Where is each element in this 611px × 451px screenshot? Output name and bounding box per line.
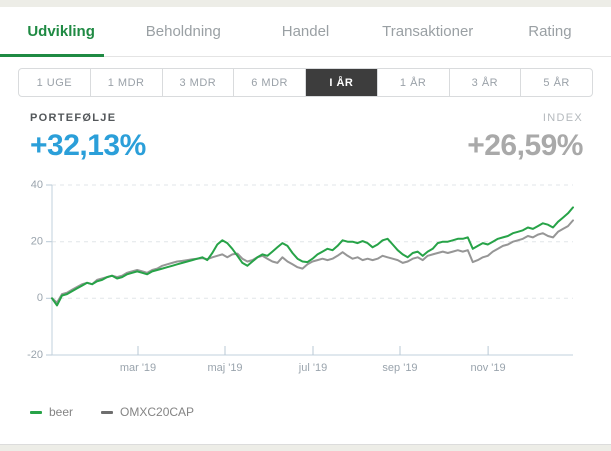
series-line-omxc20cap bbox=[51, 219, 574, 304]
y-tick-label: 40 bbox=[31, 179, 43, 191]
range-button-i-år[interactable]: I ÅR bbox=[305, 69, 377, 96]
legend-dash-icon bbox=[30, 410, 42, 414]
performance-summary: PORTEFØLJE +32,13% INDEX +26,59% bbox=[0, 97, 611, 163]
range-button-6-mdr[interactable]: 6 MDR bbox=[233, 69, 305, 96]
tab-beholdning[interactable]: Beholdning bbox=[145, 23, 221, 40]
range-button-3-mdr[interactable]: 3 MDR bbox=[161, 69, 234, 96]
portfolio-label: PORTEFØLJE bbox=[30, 112, 117, 124]
range-button-1-år[interactable]: 1 ÅR bbox=[376, 69, 449, 96]
y-tick-label: 20 bbox=[31, 236, 43, 248]
tab-handel[interactable]: Handel bbox=[281, 23, 330, 40]
range-button-3-år[interactable]: 3 ÅR bbox=[448, 69, 521, 96]
legend-item-beer: beer bbox=[30, 405, 73, 419]
portfolio-return-value: +32,13% bbox=[30, 129, 146, 162]
range-selector: 1 UGE 1 MDR 3 MDR 6 MDR I ÅR 1 ÅR 3 ÅR 5 ÅR bbox=[18, 68, 593, 97]
tab-bar: Udvikling Beholdning Handel Transaktioner Ra… bbox=[0, 7, 611, 57]
index-return-value: +26,59% bbox=[467, 129, 583, 162]
page-bottom-edge bbox=[0, 444, 611, 451]
x-tick-label: sep '19 bbox=[382, 362, 417, 374]
y-tick-label: 0 bbox=[37, 292, 43, 304]
range-button-1-uge[interactable]: 1 UGE bbox=[36, 76, 73, 89]
x-tick-label: nov '19 bbox=[471, 362, 506, 374]
performance-chart-svg: 40 20 0 -20 mar '19 maj '19 jul '19 sep '19 nov … bbox=[27, 179, 574, 374]
tab-rating[interactable]: Rating bbox=[528, 23, 572, 40]
legend-label: beer bbox=[49, 405, 74, 419]
y-tick-label: -20 bbox=[27, 349, 43, 361]
x-tick-label: jul '19 bbox=[298, 362, 327, 374]
legend-dash-icon bbox=[101, 410, 114, 414]
series-line-beer bbox=[51, 206, 574, 307]
chart-legend: beer OMXC20CAP bbox=[0, 391, 611, 419]
range-button-1-mdr[interactable]: 1 MDR bbox=[89, 69, 162, 96]
portfolio-summary: PORTEFØLJE +32,13% bbox=[30, 112, 146, 163]
index-summary: INDEX +26,59% bbox=[467, 112, 583, 163]
page-top-edge bbox=[0, 0, 611, 7]
legend-item-omxc20cap: OMXC20CAP bbox=[101, 405, 194, 419]
legend-label: OMXC20CAP bbox=[120, 405, 195, 419]
tab-udvikling[interactable]: Udvikling bbox=[0, 7, 122, 57]
x-tick-label: mar '19 bbox=[120, 362, 156, 374]
range-button-5-år[interactable]: 5 ÅR bbox=[520, 69, 592, 96]
performance-chart: 40 20 0 -20 mar '19 maj '19 jul '19 sep '19 nov … bbox=[0, 179, 611, 391]
tab-transaktioner[interactable]: Transaktioner bbox=[382, 23, 474, 40]
index-label: INDEX bbox=[542, 112, 583, 124]
x-tick-label: maj '19 bbox=[207, 362, 242, 374]
